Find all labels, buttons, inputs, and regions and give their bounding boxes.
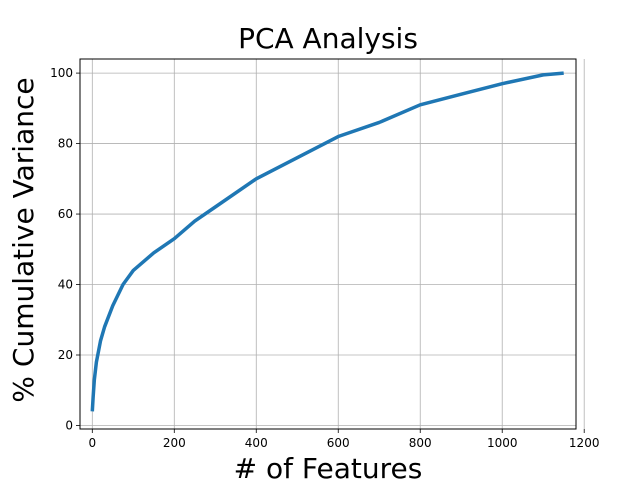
series-group [90, 71, 564, 412]
chart-title: PCA Analysis [238, 22, 418, 55]
y-tick-label: 80 [58, 137, 73, 151]
x-tick-label: 0 [88, 436, 96, 450]
y-tick-label: 60 [58, 207, 73, 221]
y-axis-label: % Cumulative Variance [7, 77, 40, 402]
x-tick-label: 400 [245, 436, 268, 450]
y-tick-label: 20 [58, 348, 73, 362]
x-tick-label: 1000 [487, 436, 518, 450]
x-tick-label: 200 [163, 436, 186, 450]
x-tick-label: 600 [327, 436, 350, 450]
y-axis: 0 20 40 60 80 100 [50, 66, 80, 432]
x-tick-label: 1200 [569, 436, 600, 450]
y-tick-label: 0 [65, 418, 73, 432]
plot-frame [79, 58, 577, 430]
x-tick-label: 800 [409, 436, 432, 450]
x-axis-label: # of Features [234, 452, 423, 480]
series-line [90, 71, 564, 412]
y-tick-label: 40 [58, 278, 73, 292]
y-tick-label: 100 [50, 66, 73, 80]
grid-lines [80, 59, 585, 429]
x-axis: 0 200 400 600 800 1000 1200 [88, 429, 599, 450]
